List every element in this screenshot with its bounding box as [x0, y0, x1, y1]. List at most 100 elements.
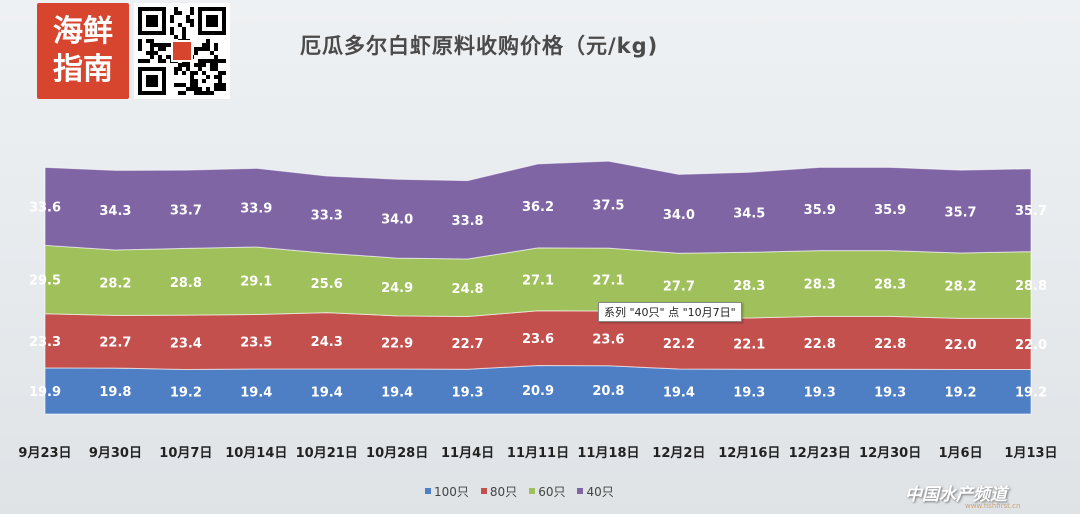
data-label: 23.6 — [522, 332, 554, 347]
data-label: 28.3 — [733, 279, 765, 294]
data-label: 37.5 — [592, 199, 624, 214]
qr-module — [190, 83, 194, 87]
qr-module — [150, 55, 154, 59]
data-label: 27.1 — [522, 273, 554, 288]
qr-module — [198, 47, 202, 51]
qr-module — [182, 91, 186, 95]
data-label: 22.2 — [663, 337, 695, 352]
data-label: 34.5 — [733, 206, 765, 221]
legend-item: 40只 — [577, 483, 614, 500]
data-label: 34.0 — [381, 213, 413, 228]
legend-swatch — [425, 488, 431, 494]
area-series-3 — [44, 160, 1032, 260]
qr-module — [222, 87, 226, 91]
qr-module — [170, 19, 174, 23]
qr-module — [150, 51, 154, 55]
data-label: 28.2 — [945, 280, 977, 295]
qr-module — [182, 27, 186, 31]
qr-module — [190, 79, 194, 83]
data-label: 35.7 — [1015, 204, 1047, 219]
qr-module — [138, 39, 142, 43]
data-label: 22.0 — [945, 338, 977, 353]
qr-module — [222, 71, 226, 75]
qr-module — [202, 71, 206, 75]
data-label: 24.9 — [381, 281, 413, 296]
qr-module — [178, 11, 182, 15]
qr-module — [214, 59, 218, 63]
data-label: 22.7 — [452, 337, 484, 352]
data-label: 35.7 — [945, 206, 977, 221]
data-label: 19.3 — [733, 386, 765, 401]
x-tick-label: 12月16日 — [718, 446, 780, 461]
data-label: 28.8 — [170, 276, 202, 291]
qr-module — [154, 43, 158, 47]
data-label: 23.4 — [170, 336, 202, 351]
qr-module — [154, 51, 158, 55]
qr-module — [202, 63, 206, 67]
x-tick-label: 11月11日 — [507, 446, 569, 461]
qr-module — [210, 51, 214, 55]
data-label: 25.6 — [311, 277, 343, 292]
legend-item: 60只 — [529, 483, 565, 500]
data-label: 24.3 — [311, 335, 343, 350]
qr-module — [210, 67, 214, 71]
qr-module — [198, 91, 202, 95]
qr-module — [222, 83, 226, 87]
qr-module — [214, 83, 218, 87]
qr-module — [206, 87, 210, 91]
qr-module — [174, 35, 178, 39]
data-label: 19.3 — [804, 386, 836, 401]
qr-module — [150, 43, 154, 47]
qr-module — [218, 59, 222, 63]
site-watermark: 中国水产频道 — [905, 485, 1007, 505]
qr-module — [166, 55, 170, 59]
qr-finder — [146, 15, 158, 27]
data-label: 33.8 — [452, 214, 484, 229]
data-label: 23.6 — [592, 332, 624, 347]
qr-module — [214, 47, 218, 51]
data-label: 36.2 — [522, 200, 554, 215]
legend-swatch — [577, 488, 584, 494]
x-tick-label: 10月14日 — [225, 446, 287, 461]
legend-swatch — [529, 488, 536, 494]
site-watermark-url: www.fishfirst.cn — [965, 502, 1021, 510]
qr-module — [194, 63, 198, 67]
qr-module — [194, 83, 198, 87]
qr-finder — [146, 75, 158, 87]
x-tick-label: 12月30日 — [859, 446, 921, 461]
qr-module — [162, 47, 166, 51]
data-label: 19.2 — [945, 386, 977, 401]
qr-module — [138, 43, 142, 47]
qr-module — [210, 91, 214, 95]
data-label: 22.8 — [874, 337, 906, 352]
data-label: 19.4 — [240, 385, 272, 400]
qr-finder — [206, 15, 218, 27]
data-label: 19.3 — [874, 386, 906, 401]
data-label: 33.9 — [240, 202, 272, 217]
qr-module — [190, 75, 194, 79]
qr-module — [190, 23, 194, 27]
qr-module — [202, 59, 206, 63]
data-label: 27.1 — [592, 274, 624, 289]
qr-module — [170, 27, 174, 31]
qr-module — [158, 59, 162, 63]
qr-module — [194, 87, 198, 91]
data-label: 19.4 — [311, 385, 343, 400]
qr-module — [146, 51, 150, 55]
qr-module — [146, 59, 150, 63]
data-label: 22.8 — [804, 337, 836, 352]
x-tick-label: 10月28日 — [366, 446, 428, 461]
qr-module — [190, 19, 194, 23]
qr-module — [138, 47, 142, 51]
data-label: 22.9 — [381, 336, 413, 351]
qr-module — [206, 47, 210, 51]
qr-module — [202, 91, 206, 95]
qr-code — [134, 3, 230, 99]
qr-module — [218, 83, 222, 87]
data-label: 28.2 — [99, 277, 131, 292]
x-tick-label: 9月23日 — [18, 446, 71, 461]
qr-module — [222, 59, 226, 63]
haixian-zhinan-logo: 海鲜 指南 — [37, 3, 129, 99]
chart-title: 厄瓜多尔白虾原料收购价格（元/kg) — [300, 34, 659, 58]
